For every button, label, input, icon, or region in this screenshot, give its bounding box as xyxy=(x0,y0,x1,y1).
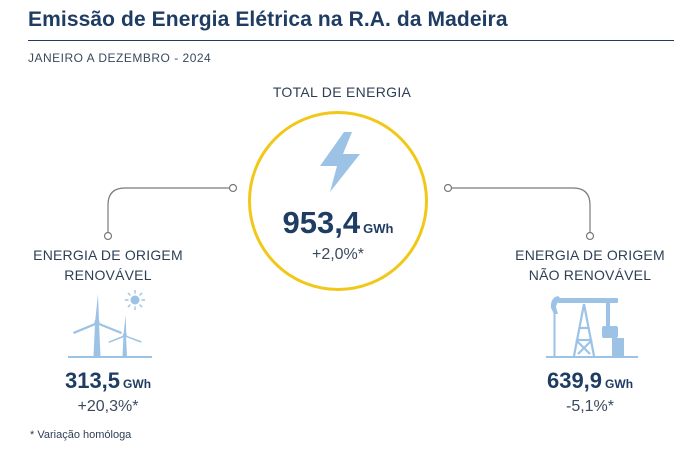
right-connector xyxy=(448,187,591,236)
total-energy-label: TOTAL DE ENERGIA xyxy=(272,84,412,100)
wind-turbines-sun-icon xyxy=(68,290,152,358)
footnote: * Variação homóloga xyxy=(30,429,132,441)
total-energy-circle xyxy=(248,111,428,291)
renewable-value-number: 313,5 xyxy=(64,368,121,393)
lightning-bolt-icon xyxy=(320,132,360,192)
renewable-label-line2: RENOVÁVEL xyxy=(64,267,152,283)
left-connector-dot xyxy=(228,183,238,193)
oil-pump-icon xyxy=(546,296,638,358)
non-renewable-value: 639,9 GWh xyxy=(490,368,690,394)
title-divider xyxy=(28,40,674,41)
left-connector xyxy=(107,187,233,236)
total-energy-change: +2,0%* xyxy=(311,246,365,263)
page-title: Emissão de Energia Elétrica na R.A. da M… xyxy=(28,8,508,31)
total-energy-value: 953,4 GWh xyxy=(248,205,428,241)
non-renewable-value-number: 639,9 xyxy=(546,368,603,393)
right-connector-end-dot xyxy=(585,231,595,241)
non-renewable-change: -5,1%* xyxy=(565,398,615,415)
renewable-value-unit: GWh xyxy=(123,377,152,391)
period-subtitle: JANEIRO A DEZEMBRO - 2024 xyxy=(28,51,212,65)
non-renewable-label-line2: NÃO RENOVÁVEL xyxy=(528,267,652,283)
total-value-unit: GWh xyxy=(363,221,394,236)
renewable-label-line1: ENERGIA DE ORIGEM xyxy=(33,247,183,263)
renewable-value: 313,5 GWh xyxy=(8,368,208,394)
non-renewable-label: ENERGIA DE ORIGEM NÃO RENOVÁVEL xyxy=(490,245,690,285)
sun-icon xyxy=(130,295,140,305)
non-renewable-value-unit: GWh xyxy=(605,377,634,391)
renewable-change: +20,3%* xyxy=(77,398,139,415)
left-connector-end-dot xyxy=(103,231,113,241)
total-value-number: 953,4 xyxy=(282,205,361,240)
non-renewable-label-line1: ENERGIA DE ORIGEM xyxy=(515,247,665,263)
renewable-label: ENERGIA DE ORIGEM RENOVÁVEL xyxy=(8,245,208,285)
right-connector-dot xyxy=(443,183,453,193)
